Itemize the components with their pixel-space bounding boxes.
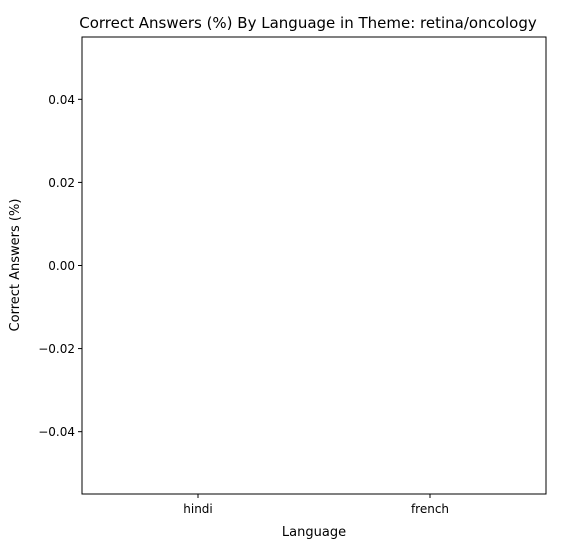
y-axis: 0.04 0.02 0.00 −0.02 −0.04 <box>38 93 82 439</box>
y-tick-label: 0.02 <box>48 176 75 190</box>
y-tick-label: −0.04 <box>38 425 75 439</box>
chart-title: Correct Answers (%) By Language in Theme… <box>79 14 537 32</box>
x-axis: hindi french <box>183 494 449 516</box>
x-tick-label: french <box>411 502 449 516</box>
y-tick-label: −0.02 <box>38 342 75 356</box>
y-tick-label: 0.00 <box>48 259 75 273</box>
y-axis-label: Correct Answers (%) <box>8 199 23 332</box>
x-axis-label: Language <box>282 525 346 540</box>
x-tick-label: hindi <box>183 502 213 516</box>
y-tick-label: 0.04 <box>48 93 75 107</box>
